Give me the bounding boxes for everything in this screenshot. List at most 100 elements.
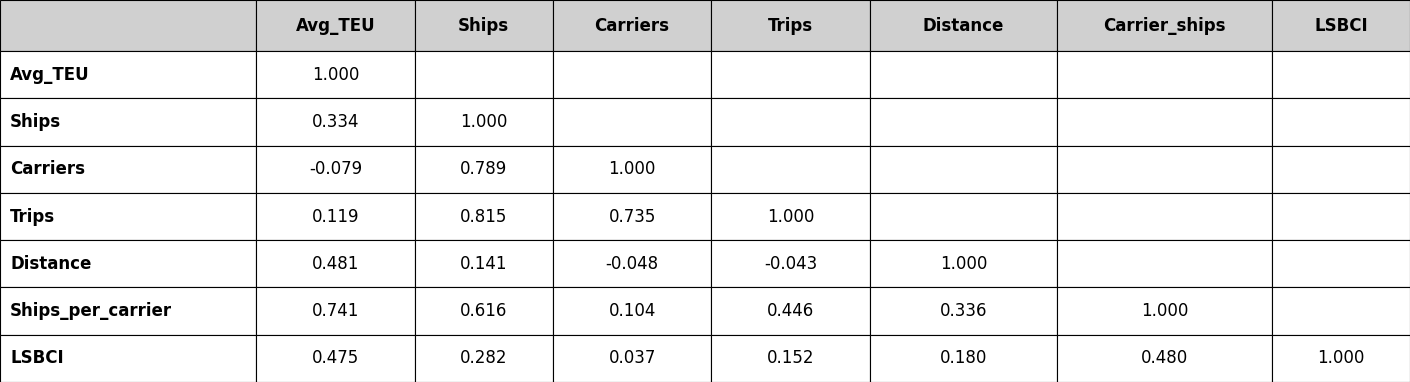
Text: 0.741: 0.741 [312, 302, 360, 320]
Bar [415, 51, 553, 98]
Bar [257, 287, 415, 335]
Bar [553, 98, 712, 146]
Bar [553, 51, 712, 98]
Bar [1056, 51, 1272, 98]
Bar [870, 335, 1056, 382]
Bar [870, 51, 1056, 98]
Bar [1272, 146, 1410, 193]
Text: Trips: Trips [768, 16, 814, 34]
Bar [1272, 98, 1410, 146]
Bar [257, 98, 415, 146]
Bar [712, 287, 870, 335]
Bar [257, 146, 415, 193]
Text: 0.334: 0.334 [312, 113, 360, 131]
Bar [870, 98, 1056, 146]
Text: 0.446: 0.446 [767, 302, 815, 320]
Text: 0.152: 0.152 [767, 350, 815, 367]
Bar [553, 240, 712, 287]
Bar [415, 240, 553, 287]
Bar [1272, 240, 1410, 287]
Bar [257, 0, 415, 51]
Text: 0.475: 0.475 [312, 350, 360, 367]
Bar [712, 98, 870, 146]
Text: Avg_TEU: Avg_TEU [296, 16, 375, 34]
Bar [712, 146, 870, 193]
Bar [0, 146, 257, 193]
Bar [415, 193, 553, 240]
Bar [870, 240, 1056, 287]
Bar [553, 193, 712, 240]
Text: 0.141: 0.141 [460, 255, 508, 273]
Bar [712, 240, 870, 287]
Bar [1272, 335, 1410, 382]
Bar [1056, 146, 1272, 193]
Bar [712, 51, 870, 98]
Bar [712, 0, 870, 51]
Text: 1.000: 1.000 [940, 255, 987, 273]
Text: 1.000: 1.000 [608, 160, 656, 178]
Text: Ships: Ships [458, 16, 509, 34]
Text: 1.000: 1.000 [460, 113, 508, 131]
Bar [870, 0, 1056, 51]
Bar [0, 240, 257, 287]
Text: 0.789: 0.789 [460, 160, 508, 178]
Text: 0.481: 0.481 [312, 255, 360, 273]
Text: Ships_per_carrier: Ships_per_carrier [10, 302, 172, 320]
Bar [0, 193, 257, 240]
Text: 0.735: 0.735 [608, 207, 656, 225]
Text: Ships: Ships [10, 113, 62, 131]
Bar [0, 98, 257, 146]
Bar [553, 287, 712, 335]
Text: 0.180: 0.180 [940, 350, 987, 367]
Text: Trips: Trips [10, 207, 55, 225]
Text: 0.616: 0.616 [460, 302, 508, 320]
Bar [257, 335, 415, 382]
Text: -0.079: -0.079 [309, 160, 362, 178]
Bar [1056, 193, 1272, 240]
Bar [1056, 0, 1272, 51]
Text: 0.037: 0.037 [608, 350, 656, 367]
Bar [1272, 51, 1410, 98]
Bar [1272, 287, 1410, 335]
Bar [257, 193, 415, 240]
Text: 0.104: 0.104 [608, 302, 656, 320]
Text: 0.815: 0.815 [460, 207, 508, 225]
Bar [415, 0, 553, 51]
Bar [0, 0, 257, 51]
Bar [870, 146, 1056, 193]
Bar [870, 287, 1056, 335]
Text: 0.336: 0.336 [939, 302, 987, 320]
Bar [0, 287, 257, 335]
Bar [1056, 240, 1272, 287]
Text: 1.000: 1.000 [1141, 302, 1189, 320]
Text: LSBCI: LSBCI [1314, 16, 1368, 34]
Text: Distance: Distance [922, 16, 1004, 34]
Text: Avg_TEU: Avg_TEU [10, 66, 90, 84]
Text: 0.119: 0.119 [312, 207, 360, 225]
Text: Carriers: Carriers [595, 16, 670, 34]
Text: 0.480: 0.480 [1141, 350, 1189, 367]
Text: -0.043: -0.043 [764, 255, 818, 273]
Bar [415, 98, 553, 146]
Bar [553, 146, 712, 193]
Bar [712, 335, 870, 382]
Bar [1272, 0, 1410, 51]
Bar [257, 51, 415, 98]
Bar [415, 146, 553, 193]
Text: Carrier_ships: Carrier_ships [1103, 16, 1225, 34]
Text: Distance: Distance [10, 255, 92, 273]
Text: 1.000: 1.000 [767, 207, 815, 225]
Bar [553, 335, 712, 382]
Bar [1056, 335, 1272, 382]
Bar [0, 335, 257, 382]
Text: 0.282: 0.282 [460, 350, 508, 367]
Text: Carriers: Carriers [10, 160, 85, 178]
Text: -0.048: -0.048 [605, 255, 658, 273]
Bar [415, 335, 553, 382]
Text: LSBCI: LSBCI [10, 350, 63, 367]
Bar [870, 193, 1056, 240]
Bar [712, 193, 870, 240]
Bar [257, 240, 415, 287]
Bar [0, 51, 257, 98]
Bar [553, 0, 712, 51]
